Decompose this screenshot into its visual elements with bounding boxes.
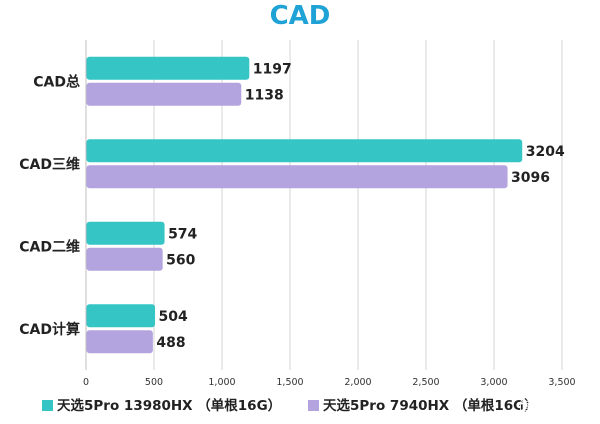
bar — [86, 82, 242, 106]
x-tick-label: 3,000 — [480, 377, 507, 388]
data-label: 3096 — [511, 170, 550, 186]
category-label: CAD二维 — [19, 238, 80, 255]
category-labels: CAD总 CAD三维 CAD二维 CAD计算 — [19, 73, 80, 338]
data-label: 1197 — [253, 61, 292, 77]
legend-swatch — [42, 400, 53, 411]
x-tick-label: 2,000 — [344, 377, 371, 388]
x-tick-label: 0 — [83, 377, 89, 388]
bar — [86, 56, 250, 80]
bar — [86, 247, 163, 271]
legend-label: 天选5Pro 13980HX （单根16G） — [57, 397, 281, 414]
chart-title: CAD — [270, 1, 331, 31]
legend-label: 天选5Pro 7940HX （单根16G） — [323, 397, 538, 414]
legend-swatch — [308, 400, 319, 411]
data-label: 488 — [156, 335, 185, 351]
x-tick-label: 500 — [145, 377, 163, 388]
data-label: 560 — [166, 252, 195, 268]
bar — [86, 165, 508, 189]
data-label: 504 — [159, 309, 188, 325]
bar — [86, 221, 165, 245]
category-label: CAD总 — [33, 73, 80, 90]
data-label: 1138 — [245, 87, 284, 103]
x-tick-label: 1,000 — [208, 377, 235, 388]
data-labels: 1197 1138 3204 3096 574 560 504 488 — [156, 61, 565, 351]
bar — [86, 330, 153, 354]
bars — [86, 56, 523, 354]
watermark-text: 值·什么值得买 — [518, 398, 594, 413]
x-tick-label: 2,500 — [412, 377, 439, 388]
category-label: CAD计算 — [19, 321, 80, 338]
x-tick-labels: 0 500 1,000 1,500 2,000 2,500 3,000 3,500 — [83, 377, 576, 388]
legend: 天选5Pro 13980HX （单根16G） 天选5Pro 7940HX （单根1… — [42, 397, 538, 414]
x-tick-label: 1,500 — [276, 377, 303, 388]
watermark: 值·什么值得买 — [518, 398, 594, 413]
data-label: 574 — [168, 226, 197, 242]
category-label: CAD三维 — [19, 156, 80, 173]
data-label: 3204 — [526, 144, 565, 160]
x-tick-label: 3,500 — [548, 377, 575, 388]
bar — [86, 139, 523, 163]
bar — [86, 304, 156, 328]
